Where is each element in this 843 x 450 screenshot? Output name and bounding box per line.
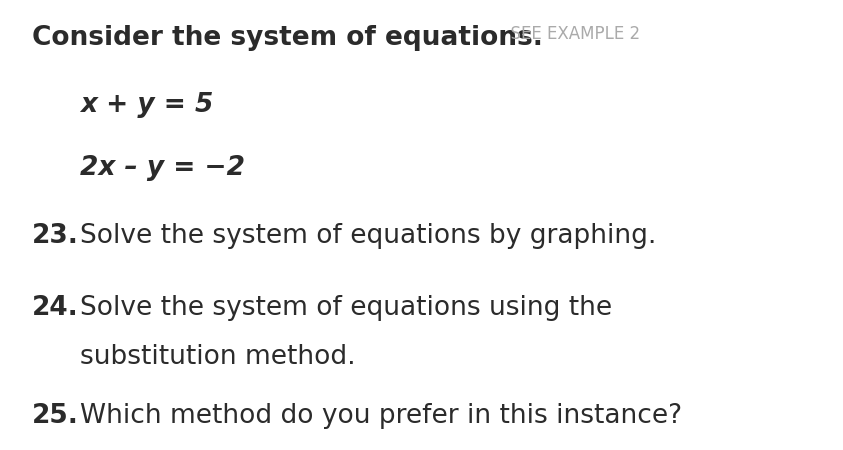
Text: Solve the system of equations using the: Solve the system of equations using the (80, 295, 612, 321)
Text: Solve the system of equations by graphing.: Solve the system of equations by graphin… (80, 223, 657, 249)
Text: Which method do you prefer in this instance?: Which method do you prefer in this insta… (80, 403, 682, 429)
Text: substitution method.: substitution method. (80, 344, 356, 370)
Text: 23.: 23. (32, 223, 79, 249)
Text: 24.: 24. (32, 295, 78, 321)
Text: Consider the system of equations.: Consider the system of equations. (32, 25, 543, 51)
Text: 2x – y = −2: 2x – y = −2 (80, 155, 245, 181)
Text: x + y = 5: x + y = 5 (80, 92, 213, 118)
Text: SEE EXAMPLE 2: SEE EXAMPLE 2 (500, 25, 640, 43)
Text: 25.: 25. (32, 403, 79, 429)
